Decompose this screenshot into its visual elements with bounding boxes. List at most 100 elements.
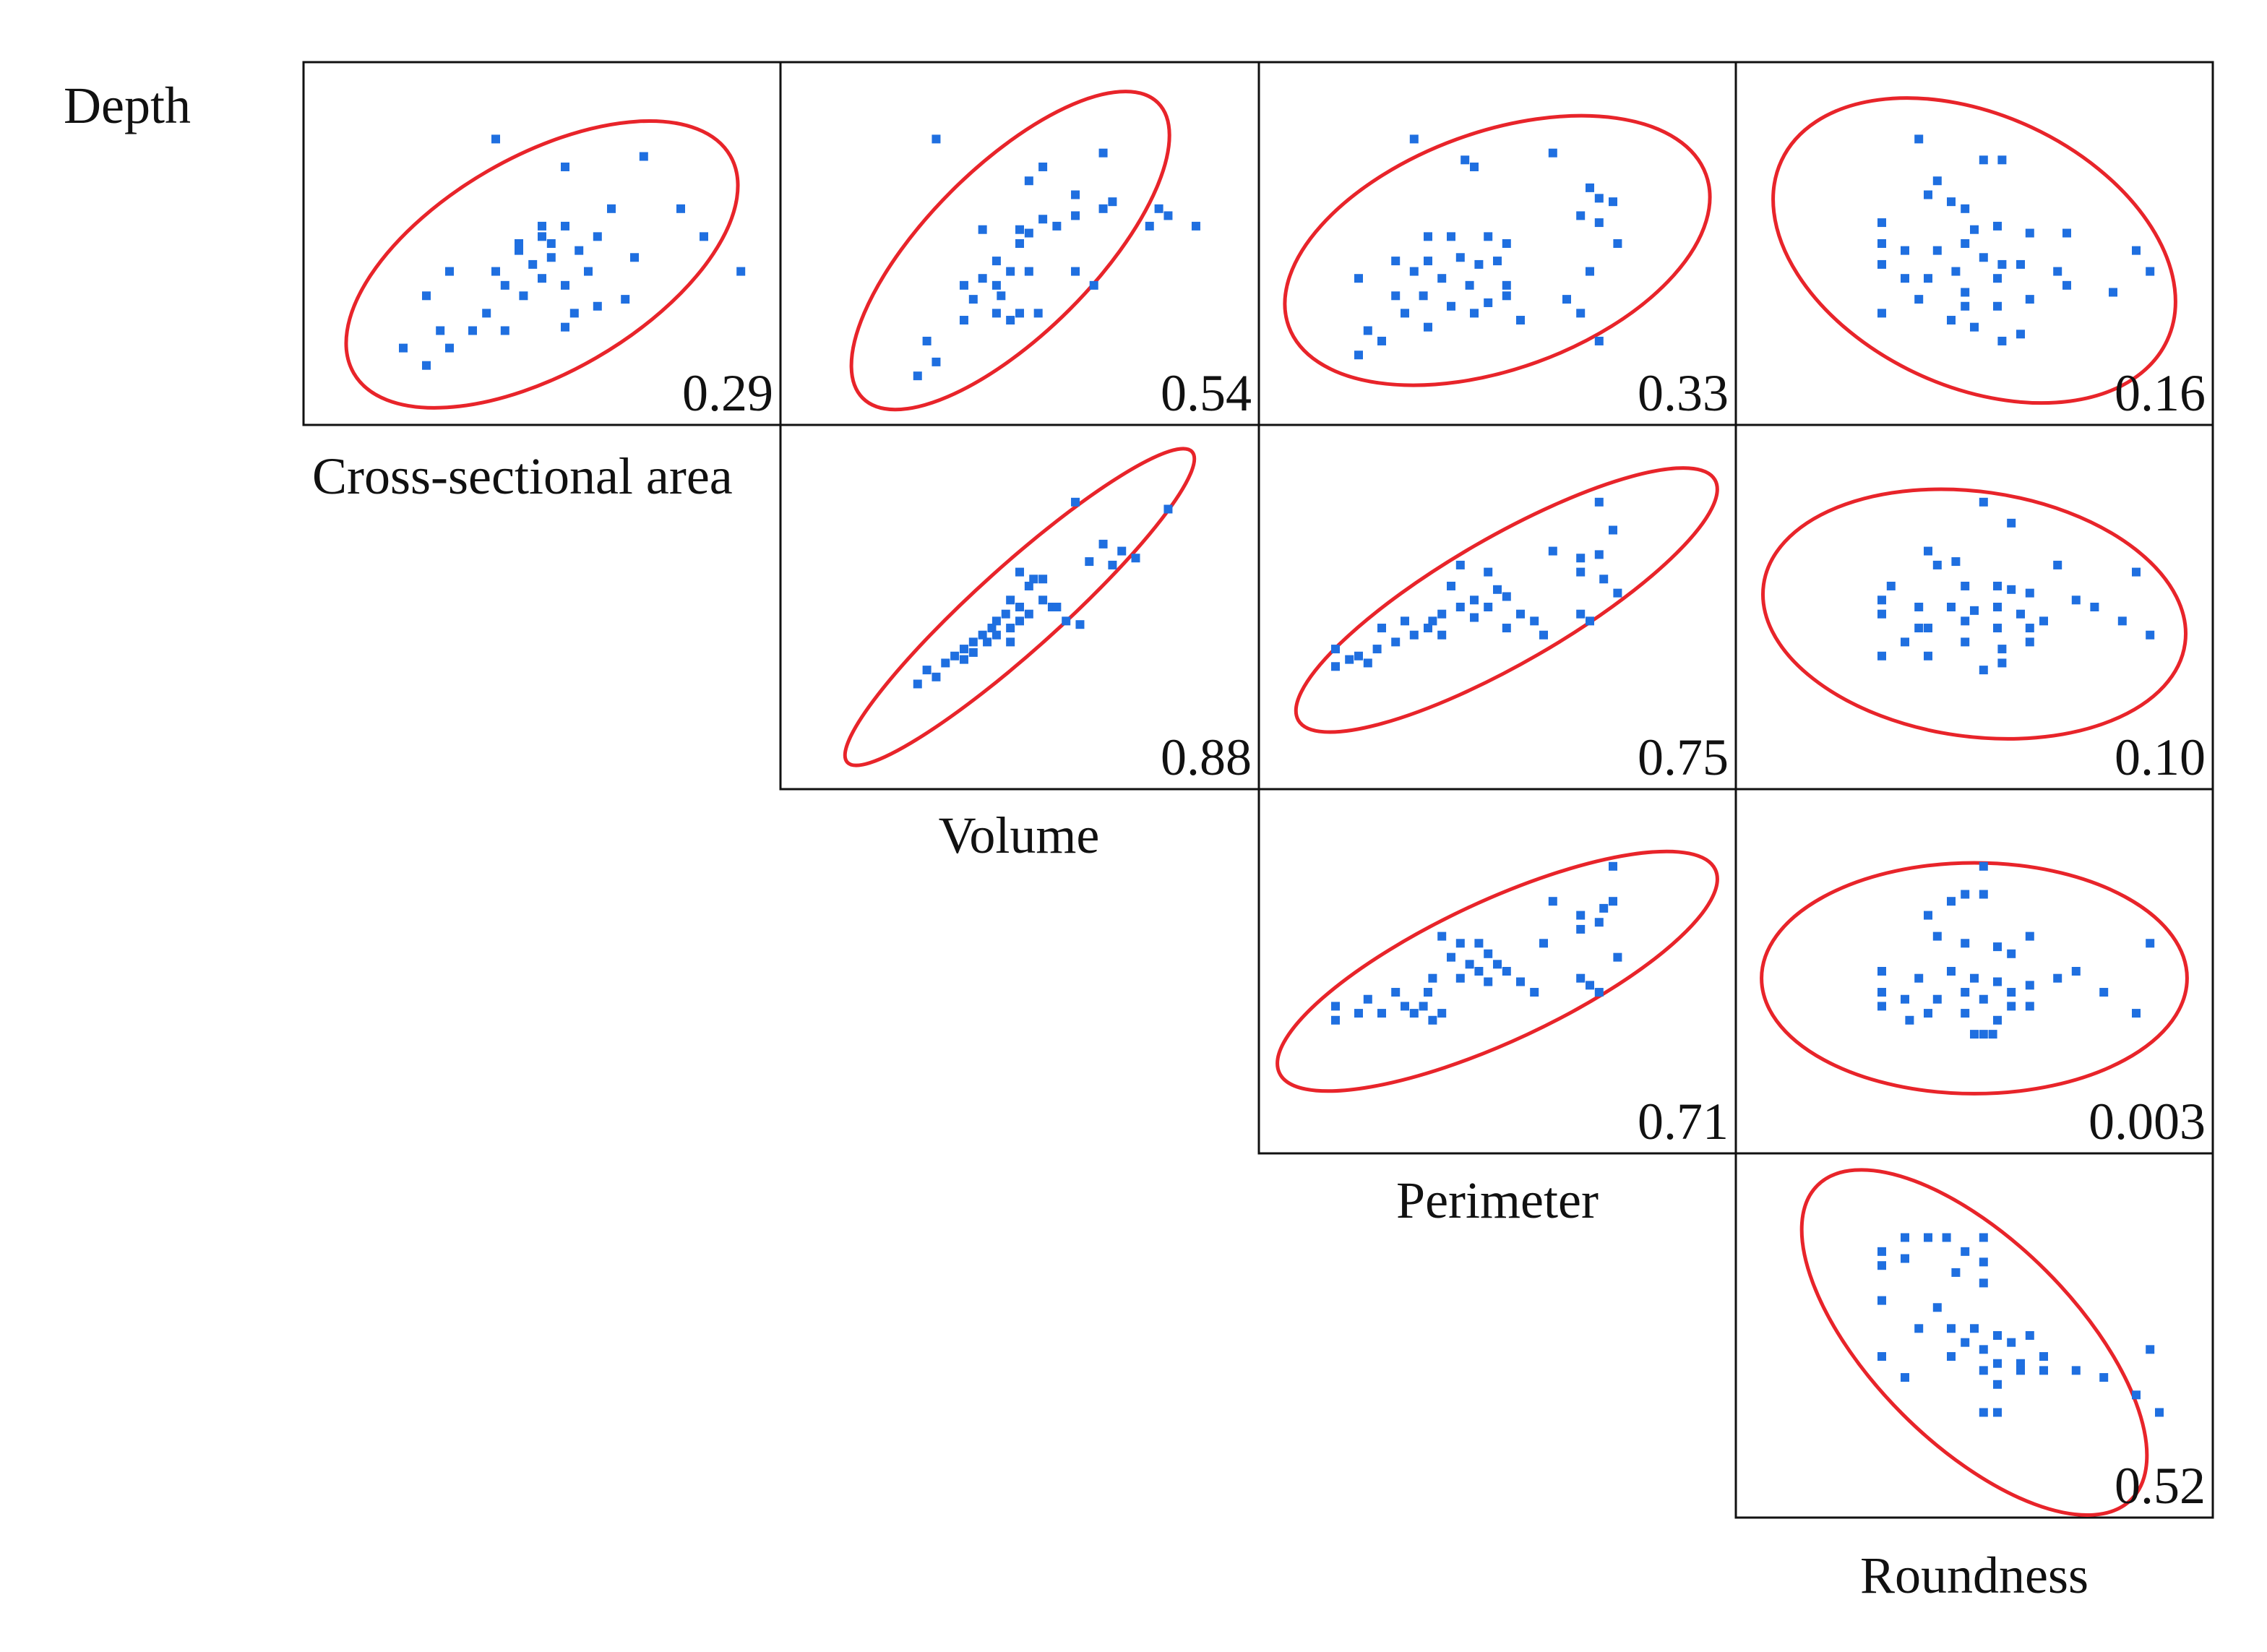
panel-cross-sectional-area-vs-perimeter: 0.75	[1257, 423, 1737, 791]
data-point	[1455, 973, 1465, 983]
data-point	[1163, 211, 1173, 220]
data-point	[1924, 546, 1932, 556]
data-point	[491, 134, 500, 144]
data-point	[538, 221, 546, 231]
data-point	[1924, 1009, 1932, 1018]
data-point	[1979, 861, 1988, 871]
data-point	[1932, 176, 1942, 186]
data-point	[1979, 666, 1988, 675]
data-point	[676, 204, 685, 213]
data-point	[1502, 624, 1511, 633]
data-point	[1877, 609, 1886, 619]
data-point	[1419, 291, 1428, 301]
data-point	[1877, 595, 1886, 605]
data-point	[639, 152, 648, 161]
data-point	[1006, 624, 1015, 633]
data-point	[1428, 616, 1437, 626]
data-point	[2039, 1352, 2048, 1361]
data-point	[1979, 994, 1988, 1004]
data-point	[1997, 155, 2007, 165]
data-point	[2025, 1331, 2034, 1340]
data-point	[607, 204, 616, 213]
data-point	[1539, 630, 1548, 640]
data-point	[561, 221, 569, 231]
data-point	[1993, 1380, 2002, 1389]
data-point	[1961, 939, 1970, 948]
data-point	[987, 624, 997, 633]
data-point	[1484, 949, 1493, 958]
data-point	[515, 239, 523, 248]
data-point	[1979, 1366, 1988, 1375]
data-point	[1424, 232, 1432, 241]
data-point	[1970, 606, 1979, 615]
data-point	[2132, 1009, 2141, 1018]
data-point	[515, 246, 523, 255]
data-point	[1484, 567, 1493, 577]
data-point	[561, 322, 569, 332]
data-point	[1914, 973, 1924, 983]
data-point	[1576, 924, 1586, 934]
data-point	[1576, 211, 1586, 220]
data-point	[1391, 257, 1401, 266]
data-point	[1961, 204, 1970, 213]
data-point	[1914, 295, 1924, 304]
data-point	[1493, 585, 1502, 594]
data-point	[1979, 1233, 1988, 1242]
data-point	[1006, 595, 1015, 605]
data-point	[1052, 221, 1062, 231]
data-point	[959, 645, 968, 654]
data-point	[1970, 322, 1979, 332]
data-point	[1345, 655, 1354, 664]
data-point	[1516, 609, 1525, 619]
confidence-ellipse	[1283, 113, 1712, 387]
data-point	[2099, 1373, 2109, 1382]
data-point	[1877, 1002, 1886, 1011]
data-point	[1947, 1324, 1956, 1333]
data-point	[445, 267, 454, 276]
data-point	[1997, 645, 2007, 654]
data-point	[2039, 1366, 2048, 1375]
data-point	[1098, 204, 1108, 213]
data-point	[1470, 309, 1479, 318]
confidence-ellipse	[1294, 466, 1719, 734]
data-point	[2146, 267, 2155, 276]
data-point	[1015, 603, 1024, 611]
data-point	[1455, 253, 1465, 262]
data-point	[2146, 939, 2155, 948]
data-point	[1914, 134, 1924, 144]
data-point	[575, 246, 584, 255]
data-point	[1539, 939, 1548, 948]
correlation-value: 0.33	[1638, 364, 1729, 422]
data-point	[1098, 148, 1108, 158]
data-point	[593, 301, 602, 311]
data-point	[2025, 637, 2034, 647]
data-point	[2053, 973, 2062, 983]
data-point	[1024, 228, 1033, 238]
data-point	[1932, 560, 1942, 569]
panel-frame	[1734, 1152, 2214, 1519]
data-point	[630, 253, 639, 262]
data-point	[1993, 581, 2002, 590]
data-point	[1447, 952, 1455, 962]
data-point	[2016, 259, 2025, 269]
data-point	[1961, 239, 1970, 248]
data-point	[1877, 1296, 1886, 1305]
data-point	[1465, 280, 1474, 290]
data-point	[932, 134, 941, 144]
data-point	[1484, 232, 1493, 241]
data-point	[561, 280, 569, 290]
data-point	[968, 637, 978, 647]
panel-depth-vs-roundness: 0.16	[1734, 61, 2214, 426]
data-point	[1377, 336, 1386, 345]
data-point	[1988, 1030, 1997, 1039]
data-point	[399, 343, 408, 353]
data-point	[1951, 557, 1961, 567]
data-point	[1006, 316, 1015, 325]
data-point	[1493, 257, 1502, 266]
data-point	[1493, 960, 1502, 969]
data-point	[1098, 539, 1108, 548]
data-point	[1038, 215, 1048, 224]
data-point	[2109, 288, 2117, 297]
data-point	[1877, 967, 1886, 976]
